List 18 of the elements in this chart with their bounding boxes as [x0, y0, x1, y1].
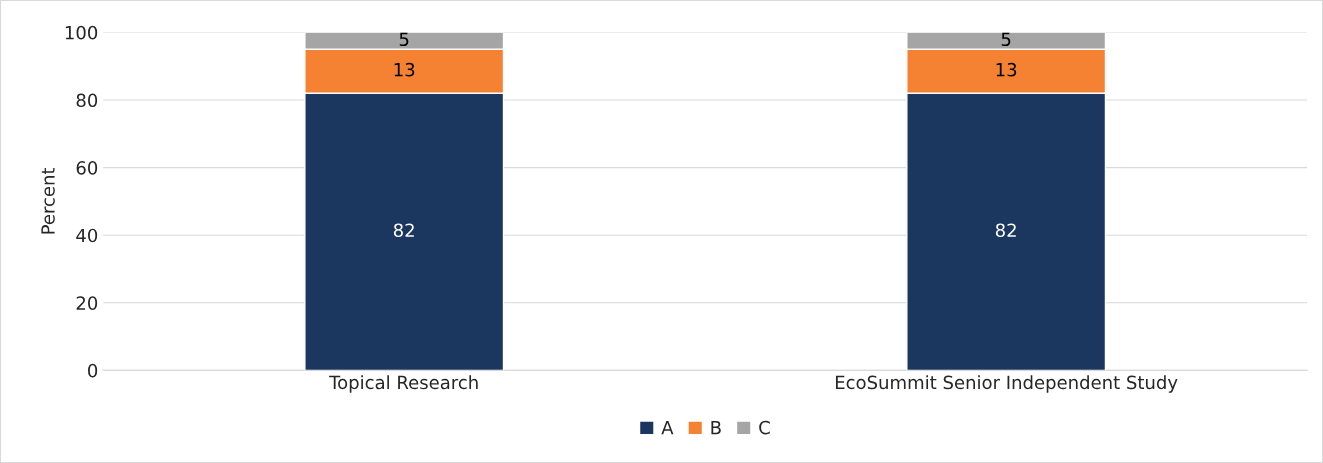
x-tick-label: EcoSummit Senior Independent Study [835, 375, 1178, 393]
legend-label: A [661, 421, 674, 435]
data-label: 5 [399, 32, 409, 47]
data-label: 82 [995, 223, 1016, 238]
data-label: 82 [393, 223, 414, 238]
y-axis-title: Percent [41, 167, 55, 234]
data-label: 5 [1001, 32, 1011, 47]
x-tick-label: Topical Research [329, 375, 478, 393]
legend-label: B [711, 421, 721, 435]
data-label: 13 [394, 62, 415, 77]
y-tick-label: 20 [76, 296, 98, 310]
legend-label: C [759, 420, 770, 435]
y-tick-label: 0 [88, 363, 98, 378]
y-tick-label: 80 [76, 93, 98, 108]
data-label: 13 [996, 62, 1017, 77]
y-tick-label: 60 [76, 161, 98, 175]
y-tick-label: 40 [76, 228, 98, 243]
y-tick-label: 100 [65, 25, 98, 40]
